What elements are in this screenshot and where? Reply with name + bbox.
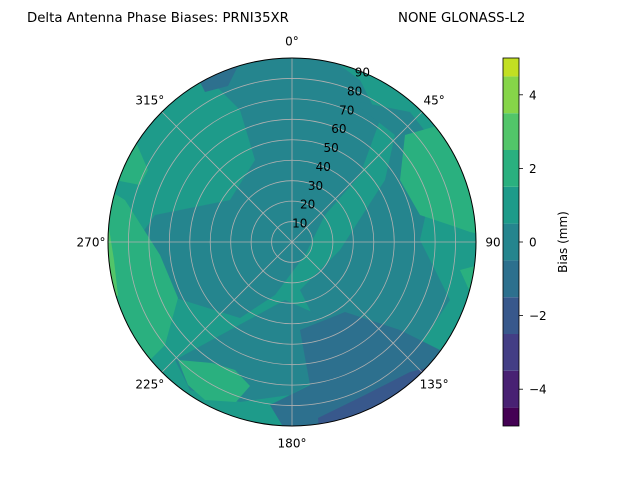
angle-tick-label: 135° [420,378,449,392]
angle-tick-label: 270° [77,236,106,250]
colorbar-band [503,150,519,187]
colorbar-band [503,58,519,77]
contour-region-teal-north [130,58,380,318]
grid-spoke [291,111,423,243]
angular-grid [108,58,476,426]
radial-tick-label: 60 [331,122,346,136]
colorbar-ticks: −4 −2 0 2 4 [519,88,547,397]
colorbar-band [503,186,519,224]
angle-tick-label: 90 [485,236,500,250]
angle-tick-label: 0° [285,35,299,49]
angle-tick-label: 225° [135,378,164,392]
radial-tick-label: 40 [316,160,331,174]
colorbar-band [503,223,519,261]
colorbar-band [503,334,519,371]
polar-frame [107,57,477,427]
colorbar-band [503,76,519,114]
colorbar-tick-label: −4 [529,383,547,397]
radial-tick-label: 10 [292,217,307,231]
radial-tick-label: 20 [300,198,315,212]
colorbar-band [503,370,519,408]
angle-tick-label: 315° [135,93,164,107]
colorbar-tick-label: 4 [529,88,537,102]
contour-region-lightgreen-west [108,210,118,296]
colorbar-bands [503,58,519,426]
colorbar-band [503,113,519,150]
grid-spoke [161,111,293,243]
grid-spoke [161,241,293,373]
radial-tick-label: 80 [347,84,362,98]
colorbar-label: Bias (mm) [556,211,570,273]
radial-tick-label: 50 [323,141,338,155]
chart-title: Delta Antenna Phase Biases: PRNI35XR [27,11,289,26]
angle-tick-labels: 0° 45° 90 135° 180° 225° 270° 315° [77,35,501,451]
chart-subtitle: NONE GLONASS-L2 [398,11,525,26]
colorbar-band [503,297,519,334]
grid-spoke [291,241,423,373]
angle-tick-label: 45° [423,93,444,107]
contour-region-green-sw [178,360,250,402]
radial-tick-label: 90 [355,66,370,80]
angle-tick-label: 180° [278,437,307,451]
radial-tick-label: 70 [339,103,354,117]
colorbar-tick-label: −2 [529,309,547,323]
colorbar: −4 −2 0 2 4 Bias (mm) [502,57,570,427]
radial-tick-label: 30 [308,179,323,193]
colorbar-band [503,260,519,298]
colorbar-tick-label: 2 [529,162,537,176]
colorbar-tick-label: 0 [529,236,537,250]
colorbar-band [503,407,519,426]
radial-tick-labels: 10 20 30 40 50 60 70 80 90 [292,66,370,231]
